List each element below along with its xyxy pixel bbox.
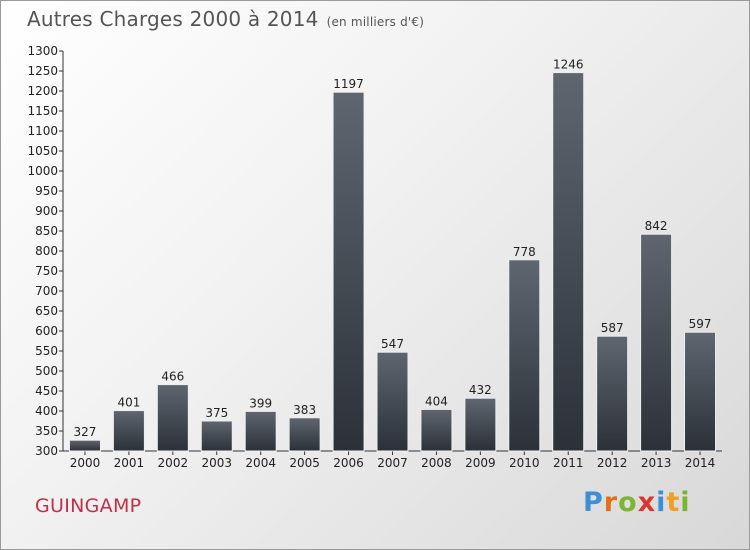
chart-title: Autres Charges 2000 à 2014 (en milliers d… <box>27 7 424 31</box>
y-tick-label: 550 <box>35 344 58 358</box>
value-label-2007: 547 <box>381 337 404 351</box>
y-tick-label: 1050 <box>27 144 58 158</box>
x-tick-label-2006: 2006 <box>333 456 364 470</box>
bar-2010 <box>508 259 541 452</box>
y-tick-label: 450 <box>35 384 58 398</box>
y-tick-label: 300 <box>35 444 58 458</box>
logo-letter: x <box>637 487 657 518</box>
bar-2008 <box>420 408 453 452</box>
bar-2012 <box>596 335 629 452</box>
y-tick-label: 1200 <box>27 84 58 98</box>
chart-title-text: Autres Charges 2000 à 2014 <box>27 7 319 31</box>
value-label-2001: 401 <box>117 396 140 410</box>
y-tick-label: 1300 <box>27 44 58 58</box>
x-tick-label-2009: 2009 <box>465 456 496 470</box>
value-label-2011: 1246 <box>553 58 584 72</box>
y-tick-label: 1150 <box>27 104 58 118</box>
bar-2002 <box>156 384 189 452</box>
bar-2007 <box>376 351 409 452</box>
y-tick-label: 400 <box>35 404 58 418</box>
x-tick-label-2005: 2005 <box>289 456 320 470</box>
logo-letter: i <box>656 487 667 518</box>
x-tick-label-2008: 2008 <box>421 456 452 470</box>
chart-subtitle: (en milliers d'€) <box>326 15 425 29</box>
value-label-2006: 1197 <box>333 77 364 91</box>
logo-letter: t <box>666 487 681 518</box>
logo-letter: r <box>603 487 619 518</box>
value-label-2009: 432 <box>469 383 492 397</box>
y-tick-label: 850 <box>35 224 58 238</box>
bar-2001 <box>112 410 145 452</box>
x-tick-label-2012: 2012 <box>597 456 628 470</box>
x-tick-label-2001: 2001 <box>114 456 145 470</box>
y-tick-label: 950 <box>35 184 58 198</box>
value-label-2005: 383 <box>293 403 316 417</box>
x-tick-label-2003: 2003 <box>201 456 232 470</box>
bars-group <box>68 72 717 452</box>
bar-2014 <box>684 331 717 452</box>
x-tick-label-2011: 2011 <box>553 456 584 470</box>
bar-2013 <box>640 233 673 452</box>
y-tick-label: 700 <box>35 284 58 298</box>
logo-letter: o <box>618 487 638 518</box>
y-tick-label: 1000 <box>27 164 58 178</box>
proxiti-logo: Proxiti <box>583 487 691 518</box>
value-label-2013: 842 <box>645 219 668 233</box>
value-labels-group: 327 401 466 375 399 383 1197 547 404 432 778 1246 58… <box>74 58 712 440</box>
bar-2011 <box>552 72 585 452</box>
bar-2009 <box>464 397 497 452</box>
y-axis: 300 350 400 450 500 550 600 650 700 750 800 850 900 9… <box>27 44 64 458</box>
bar-2006 <box>332 91 365 452</box>
value-label-2008: 404 <box>425 394 448 408</box>
value-label-2012: 587 <box>601 321 624 335</box>
y-tick-label: 750 <box>35 264 58 278</box>
value-label-2000: 327 <box>74 425 97 439</box>
value-label-2014: 597 <box>689 317 712 331</box>
value-label-2003: 375 <box>205 406 228 420</box>
y-tick-label: 800 <box>35 244 58 258</box>
logo-letter: P <box>583 487 604 518</box>
logo-letter: i <box>680 487 691 518</box>
x-tick-label-2013: 2013 <box>641 456 672 470</box>
bar-2003 <box>200 420 233 452</box>
y-tick-label: 600 <box>35 324 58 338</box>
x-tick-label-2010: 2010 <box>509 456 540 470</box>
x-tick-label-2000: 2000 <box>70 456 101 470</box>
bar-2004 <box>244 410 277 452</box>
y-tick-label: 500 <box>35 364 58 378</box>
value-label-2010: 778 <box>513 245 536 259</box>
y-tick-label: 900 <box>35 204 58 218</box>
value-label-2002: 466 <box>161 370 184 384</box>
city-name: GUINGAMP <box>35 495 142 517</box>
bar-2005 <box>288 417 321 452</box>
x-tick-label-2007: 2007 <box>377 456 408 470</box>
y-tick-label: 650 <box>35 304 58 318</box>
x-tick-label-2004: 2004 <box>245 456 276 470</box>
y-tick-label: 350 <box>35 424 58 438</box>
y-tick-label: 1250 <box>27 64 58 78</box>
x-axis: 2000 2001 2002 2003 2004 2005 2006 2007 2008 2009… <box>63 450 722 470</box>
value-label-2004: 399 <box>249 396 272 410</box>
bar-2000 <box>68 439 101 452</box>
x-tick-label-2002: 2002 <box>158 456 189 470</box>
y-tick-label: 1100 <box>27 124 58 138</box>
x-tick-label-2014: 2014 <box>685 456 716 470</box>
